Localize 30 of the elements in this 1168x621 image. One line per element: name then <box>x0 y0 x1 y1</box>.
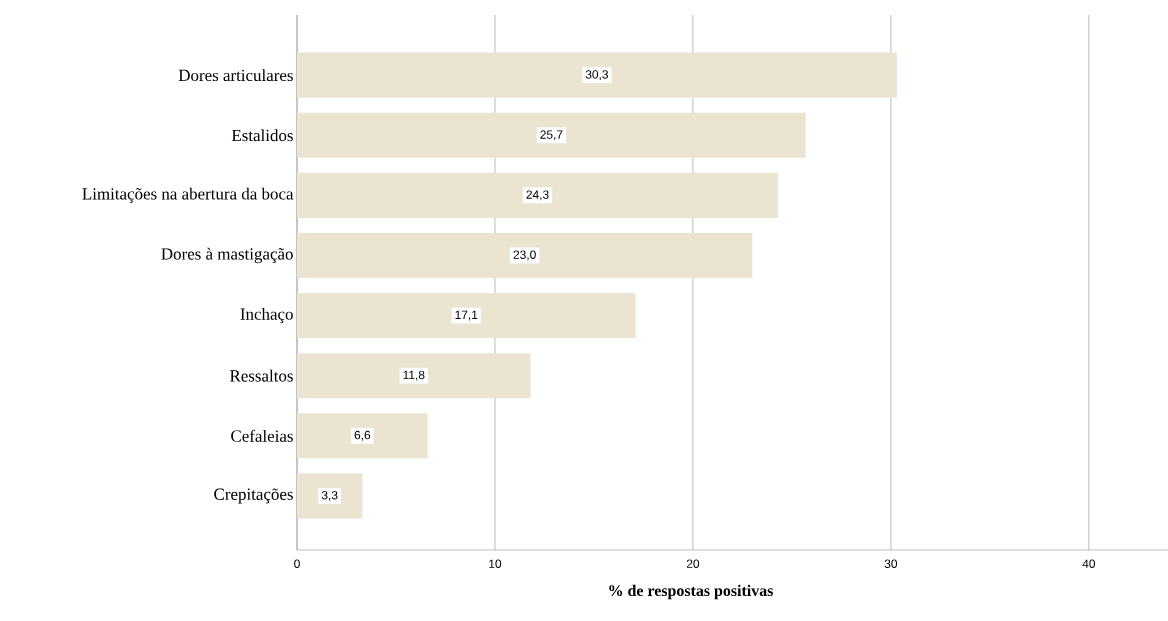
data-label: 24,3 <box>526 190 549 201</box>
bar <box>297 353 531 399</box>
bar <box>297 52 897 98</box>
x-tick-label: 30 <box>884 559 898 568</box>
x-tick-label: 0 <box>294 559 300 568</box>
y-tick-label: Crepitações <box>214 488 293 504</box>
bar <box>297 232 753 278</box>
bar <box>297 112 806 158</box>
data-label: 17,1 <box>455 310 478 321</box>
y-tick-label: Cefaleias <box>231 429 293 442</box>
y-tick-label: Dores à mastigação <box>161 247 293 264</box>
data-label: 30,3 <box>585 70 609 81</box>
x-tick-label: 10 <box>489 559 502 568</box>
data-label: 11,8 <box>403 370 425 381</box>
data-label: 25,7 <box>540 130 563 141</box>
x-tick-label: 20 <box>686 559 700 568</box>
bar <box>297 293 636 339</box>
bar <box>297 413 428 459</box>
x-axis-title: % de respostas positivas <box>609 584 773 600</box>
data-label: 3,3 <box>321 490 338 501</box>
y-tick-label: Limitações na abertura da boca <box>82 187 294 204</box>
bar <box>297 473 363 519</box>
y-tick-label: Dores articulares <box>178 69 293 82</box>
data-label: 6,6 <box>354 430 371 441</box>
y-tick-label: Estalidos <box>231 129 293 142</box>
y-tick-label: Ressaltos <box>229 369 293 382</box>
bar <box>297 172 779 218</box>
x-tick-label: 40 <box>1082 559 1096 568</box>
data-label: 23,0 <box>513 250 536 261</box>
y-tick-label: Inchaço <box>240 307 293 324</box>
